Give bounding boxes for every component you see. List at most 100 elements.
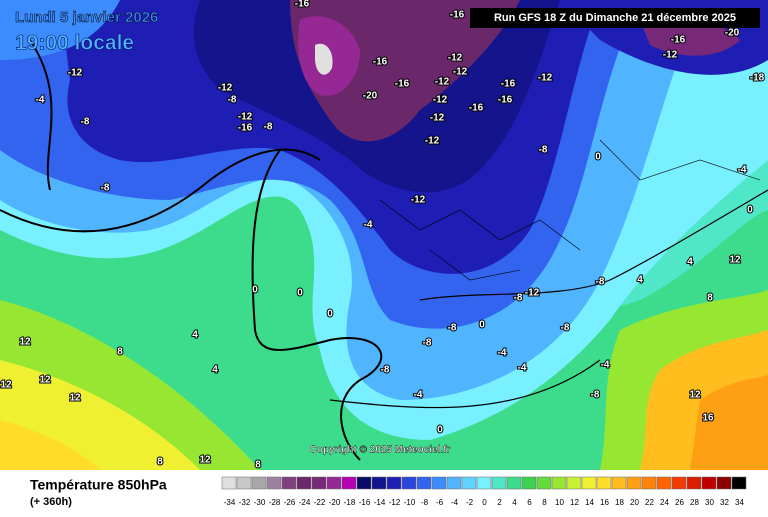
forecast-date: Lundi 5 janvier 2026 [15,9,158,26]
contour-label: 8 [707,293,713,304]
forecast-time: 19:00 locale [15,32,134,55]
legend-label: -22 [314,498,326,507]
contour-label: -4 [601,360,610,371]
contour-label: 12 [729,255,741,266]
contour-label: -8 [264,122,273,133]
coastlines [0,39,768,461]
legend-swatch [641,476,657,490]
legend-label: -14 [374,498,386,507]
legend-label: 14 [585,498,594,507]
legend-label: 0 [482,498,487,507]
legend-label: 28 [690,498,699,507]
lead-time: (+ 360h) [30,496,72,508]
contour-label: 0 [297,288,303,299]
legend-swatch [671,476,687,490]
legend-swatch [476,476,492,490]
contour-label: -8 [539,145,548,156]
legend-swatch [716,476,732,490]
legend-swatch [596,476,612,490]
legend-swatch [296,476,312,490]
legend-label: -24 [299,498,311,507]
contour-label: -16 [450,10,465,21]
legend-swatch [251,476,267,490]
legend-label: 24 [660,498,669,507]
legend-label: -16 [359,498,371,507]
legend-swatch [521,476,537,490]
legend-swatch [431,476,447,490]
contour-label: -12 [433,95,448,106]
contour-label: 0 [437,425,443,436]
legend-swatch [461,476,477,490]
run-box [470,8,760,28]
contour-label: -12 [238,112,253,123]
legend-label: -10 [404,498,416,507]
contour-label: -12 [453,67,468,78]
contour-label: -8 [381,365,390,376]
legend-label: -6 [436,498,444,507]
legend-swatch [236,476,252,490]
contour-label: -20 [725,28,740,39]
run-info: Run GFS 18 Z du Dimanche 21 décembre 202… [494,12,736,24]
contour-label: -16 [395,79,410,90]
legend-label: -32 [239,498,251,507]
contour-label: -8 [423,338,432,349]
legend-label: 34 [735,498,744,507]
legend-swatch [536,476,552,490]
legend-label: 8 [542,498,547,507]
contour-label: -4 [738,165,747,176]
contour-label: 0 [252,285,258,296]
legend-label: -34 [224,498,236,507]
contour-label: -12 [425,136,440,147]
legend-swatch [656,476,672,490]
legend-label: -4 [451,498,459,507]
contour-label: -20 [363,91,378,102]
legend-label: -26 [284,498,296,507]
contour-label: -4 [518,363,527,374]
legend-swatch [491,476,507,490]
contour-label: -12 [525,288,540,299]
contour-label: -8 [81,117,90,128]
legend-swatch [401,476,417,490]
contour-label: -8 [101,183,110,194]
contour-label: -12 [411,195,426,206]
contour-label: -18 [750,73,765,84]
contour-label: 12 [689,390,701,401]
legend-label: 22 [645,498,654,507]
legend-label: 26 [675,498,684,507]
contour-label: -16 [501,79,516,90]
contour-label: -12 [663,50,678,61]
legend-label: -8 [421,498,429,507]
contour-label: -4 [498,348,507,359]
contour-label: -8 [514,293,523,304]
contour-label: 12 [39,375,51,386]
legend-swatch [701,476,717,490]
contour-label: 12 [0,380,12,391]
legend-swatch [626,476,642,490]
contour-label: -8 [448,323,457,334]
legend-label: -20 [329,498,341,507]
contour-label: -16 [373,57,388,68]
legend-label: 10 [555,498,564,507]
legend-label: 18 [615,498,624,507]
legend-label: 6 [527,498,532,507]
legend-swatch [551,476,567,490]
legend-swatch [386,476,402,490]
legend-label: 20 [630,498,639,507]
contour-label: 4 [192,330,198,341]
contour-label: 12 [19,337,31,348]
contour-label: 0 [327,309,333,320]
contour-label: 8 [255,460,261,471]
contour-label: 0 [479,320,485,331]
legend-swatch [506,476,522,490]
contour-label: -16 [671,35,686,46]
contour-label: -4 [364,220,373,231]
legend-label: 12 [570,498,579,507]
legend-swatch [566,476,582,490]
copyright: Copyright © 2025 Meteociel.fr [310,445,451,456]
legend-label: 32 [720,498,729,507]
legend-swatch [281,476,297,490]
contour-label: -12 [68,68,83,79]
contour-label: 8 [117,347,123,358]
contour-label: -8 [591,390,600,401]
legend-swatch [446,476,462,490]
